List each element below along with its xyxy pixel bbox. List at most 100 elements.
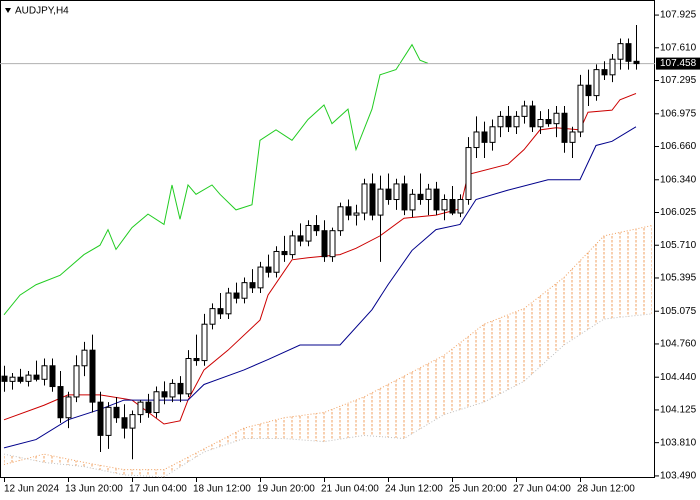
- line-layer: [0, 43, 655, 449]
- candle-body: [449, 199, 456, 214]
- y-tick-label: 107.925: [660, 10, 697, 21]
- candle-body: [209, 308, 216, 325]
- candle-body: [481, 131, 488, 143]
- candle-body: [81, 349, 88, 367]
- candle-body: [17, 376, 24, 382]
- candle-body: [153, 391, 160, 414]
- x-tick-label: 27 Jun 04:00: [513, 484, 571, 495]
- candle-body: [505, 115, 512, 128]
- last-price-tag: [656, 57, 700, 70]
- candle-body: [417, 193, 424, 201]
- candle-body: [425, 188, 432, 201]
- candle-body: [129, 414, 136, 429]
- x-tick-label: 24 Jun 12:00: [385, 484, 443, 495]
- y-tick-label: 104.440: [660, 372, 697, 383]
- candle-body: [577, 84, 584, 133]
- x-tick-label: 17 Jun 04:00: [129, 484, 187, 495]
- candle-body: [137, 401, 144, 416]
- candle-body: [385, 188, 392, 201]
- candle-body: [633, 60, 640, 65]
- candle-body: [257, 266, 264, 289]
- candle-body: [529, 105, 536, 128]
- y-tick-label: 105.395: [660, 273, 697, 284]
- x-tick-label: 12 Jun 2024: [4, 484, 59, 495]
- candle-body: [9, 376, 16, 382]
- candle-body: [273, 250, 280, 273]
- y-tick-label: 105.710: [660, 240, 697, 251]
- candle-body: [89, 349, 96, 403]
- candle-body: [97, 401, 104, 436]
- candle-body: [1, 375, 8, 382]
- candle-body: [601, 69, 608, 76]
- indicator-line: [3, 93, 637, 425]
- candle-body: [73, 365, 80, 398]
- candle-body: [169, 382, 176, 398]
- candle-body: [537, 119, 544, 128]
- y-tick-label: 106.975: [660, 108, 697, 119]
- candle-body: [513, 115, 520, 128]
- candle-body: [401, 183, 408, 211]
- y-tick-label: 104.125: [660, 405, 697, 416]
- y-tick-label: 104.760: [660, 339, 697, 350]
- candle-body: [249, 282, 256, 289]
- candle-body: [377, 188, 384, 216]
- axis-layer: 107.925 107.610 107.295 106.975 106.660 106.3…: [4, 10, 700, 495]
- candle-body: [489, 126, 496, 143]
- candle-body: [433, 188, 440, 211]
- y-tick-label: 103.490: [660, 471, 697, 482]
- candle-body: [297, 235, 304, 242]
- candle-body: [353, 212, 360, 216]
- candle-body: [305, 224, 312, 242]
- candle-body: [441, 199, 448, 211]
- y-tick-label: 105.075: [660, 306, 697, 317]
- candle-body: [457, 199, 464, 214]
- chart-title: AUDJPY,H4: [15, 6, 69, 17]
- candle-body: [177, 382, 184, 395]
- candle-body: [409, 193, 416, 211]
- candle-layer: [1, 24, 640, 460]
- cloud-layer: [3, 225, 653, 478]
- candle-body: [217, 308, 224, 315]
- indicator-line: [3, 126, 637, 449]
- candle-body: [553, 112, 560, 125]
- candle-body: [313, 224, 320, 232]
- cloud-span: [3, 313, 653, 478]
- y-tick-label: 107.610: [660, 42, 697, 53]
- candle-body: [233, 292, 240, 299]
- candle-body: [369, 183, 376, 216]
- candle-body: [625, 43, 632, 62]
- candle-body: [521, 105, 528, 117]
- candle-body: [617, 43, 624, 60]
- candle-body: [145, 401, 152, 414]
- candle-body: [185, 358, 192, 395]
- x-tick-label: 18 Jun 12:00: [193, 484, 251, 495]
- candle-body: [361, 183, 368, 214]
- candle-body: [113, 406, 120, 419]
- y-tick-label: 103.810: [660, 437, 697, 448]
- candle-body: [65, 396, 72, 419]
- menu-arrow[interactable]: [5, 8, 11, 13]
- candle-body: [393, 183, 400, 201]
- candle-body: [585, 84, 592, 97]
- last-price-label: 107.458: [660, 58, 697, 69]
- candle-body: [561, 112, 568, 143]
- cloud-fill: [4, 225, 652, 477]
- candle-body: [265, 266, 272, 273]
- x-tick-label: 19 Jun 20:00: [257, 484, 315, 495]
- candle-body: [201, 323, 208, 362]
- candle-body: [225, 292, 232, 315]
- x-tick-label: 21 Jun 04:00: [321, 484, 379, 495]
- candle-body: [593, 69, 600, 97]
- x-tick-label: 25 Jun 20:00: [449, 484, 507, 495]
- candle-body: [57, 386, 64, 419]
- candle-body: [569, 131, 576, 143]
- indicator-line: [3, 43, 429, 316]
- candle-body: [337, 206, 344, 232]
- candle-body: [49, 365, 56, 388]
- candle-body: [321, 230, 328, 258]
- y-tick-label: 106.025: [660, 207, 697, 218]
- candle-body: [609, 58, 616, 76]
- y-tick-label: 107.295: [660, 75, 697, 86]
